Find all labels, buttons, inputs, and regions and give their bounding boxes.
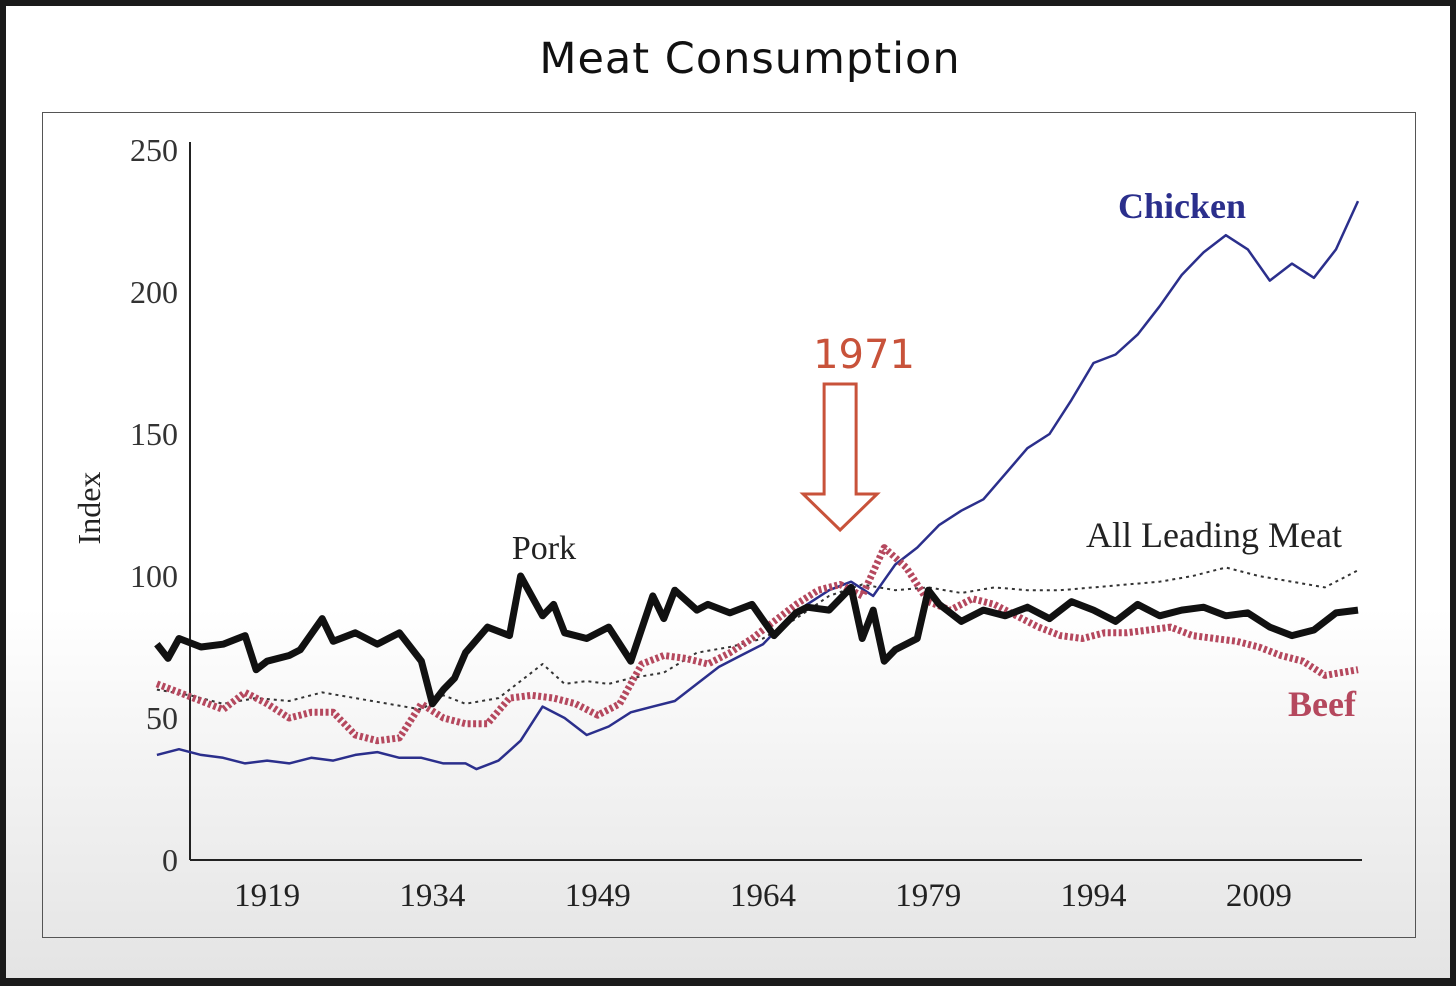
x-tick-label: 1994 [1061, 878, 1127, 914]
series-label-pork: Pork [512, 530, 576, 567]
annotation: 1971 [799, 332, 915, 533]
series-line-pork [154, 572, 1359, 708]
axes: 0 50 100 150 200 250 1919 1934 1949 1964 1979 1994 2… [71, 132, 1362, 914]
arrow-down-icon [799, 382, 881, 533]
labels: Chicken All Leading Meat Pork Beef [512, 186, 1357, 724]
x-tick-label: 1949 [565, 878, 631, 914]
series-line-all-leading-meat [156, 566, 1359, 711]
x-tick-label: 1964 [730, 878, 796, 914]
series-label-beef: Beef [1288, 684, 1357, 724]
chart-frame [42, 112, 1416, 938]
y-tick-label: 250 [130, 132, 178, 168]
series-label-chicken: Chicken [1118, 186, 1246, 226]
y-tick-label: 200 [130, 274, 178, 310]
x-tick-label: 1934 [399, 878, 465, 914]
x-tick-label: 2009 [1226, 878, 1292, 914]
series-lines [154, 200, 1360, 771]
series-line-chicken [156, 200, 1360, 771]
x-tick-label: 1919 [234, 878, 300, 914]
y-tick-label: 150 [130, 416, 178, 452]
annotation-year-label: 1971 [813, 332, 915, 378]
slide-title: Meat Consumption [539, 34, 961, 84]
y-axis-label: Index [71, 472, 107, 545]
slide: Meat Consumption [6, 6, 1450, 978]
x-tick-label: 1979 [895, 878, 961, 914]
y-tick-label: 50 [146, 700, 178, 736]
series-label-all-leading-meat: All Leading Meat [1086, 515, 1342, 555]
y-tick-label: 0 [162, 842, 178, 878]
y-tick-label: 100 [130, 558, 178, 594]
series-line-beef [155, 544, 1359, 745]
